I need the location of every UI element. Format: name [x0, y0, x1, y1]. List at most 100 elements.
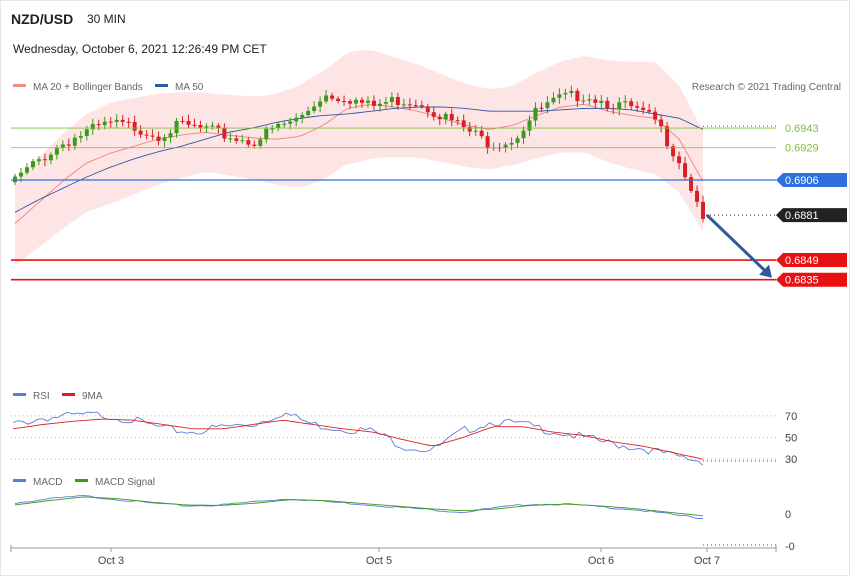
candle-body	[611, 108, 616, 110]
rsi-panel: 70 50 30	[11, 411, 797, 466]
legend-label-ma50: MA 50	[175, 82, 204, 93]
legend-swatch-macd-signal	[75, 479, 88, 482]
price-panel	[13, 50, 705, 266]
copyright-label: Research © 2021 Trading Central	[692, 82, 841, 93]
candle-body	[557, 94, 562, 98]
candle-body	[701, 201, 705, 219]
candle-body	[371, 100, 376, 106]
candle-body	[300, 115, 305, 118]
candle-body	[419, 105, 424, 107]
candle-body	[180, 120, 185, 122]
candle-body	[431, 112, 436, 117]
candle-body	[336, 98, 341, 102]
candle-body	[653, 111, 658, 120]
candle-body	[401, 104, 406, 106]
candle-body	[569, 90, 574, 94]
candle-body	[365, 100, 370, 103]
candle-body	[479, 130, 484, 137]
candle-body	[276, 123, 281, 129]
candle-body	[527, 120, 532, 131]
candle-body	[395, 97, 400, 105]
candle-body	[425, 106, 430, 113]
candle-body	[252, 144, 257, 146]
rsi-ma-line	[12, 418, 704, 460]
candle-body	[312, 106, 317, 111]
candle-body	[437, 116, 442, 120]
candle-body	[18, 172, 23, 177]
level-tag-pivot	[776, 173, 847, 188]
candle-body	[54, 147, 59, 155]
candle-body	[222, 127, 227, 139]
candle-body	[449, 113, 454, 121]
candle-body	[503, 144, 508, 148]
candle-body	[120, 119, 125, 122]
candle-body	[575, 90, 580, 102]
candle-body	[677, 156, 682, 164]
candle-body	[30, 161, 35, 168]
candle-body	[156, 136, 161, 141]
candle-body	[264, 128, 269, 140]
candle-body	[150, 135, 155, 137]
candle-body	[467, 127, 472, 132]
candle-body	[234, 138, 239, 141]
level-tag-last	[776, 208, 847, 223]
candle-body	[42, 159, 47, 161]
legend-label-rsi: RSI	[33, 391, 50, 402]
candle-body	[324, 95, 329, 102]
candle-body	[216, 125, 221, 128]
candle-body	[36, 159, 41, 162]
candle-body	[461, 120, 466, 128]
x-tick-label: Oct 5	[366, 555, 392, 567]
candle-body	[551, 97, 556, 103]
x-tick-label: Oct 3	[98, 555, 124, 567]
candle-body	[294, 117, 299, 122]
candle-body	[533, 107, 538, 121]
candle-body	[521, 130, 526, 139]
candle-body	[246, 140, 251, 145]
candle-body	[186, 120, 191, 125]
rsi-tick-label: 70	[785, 411, 797, 423]
candle-body	[617, 102, 622, 110]
level-label-last: 0.6881	[785, 210, 819, 222]
rsi-tick-label: 30	[785, 454, 797, 466]
candle-body	[138, 130, 143, 135]
candle-body	[641, 107, 646, 110]
candle-body	[78, 135, 83, 138]
candle-body	[168, 133, 173, 138]
candle-body	[515, 138, 520, 143]
legend-swatch-macd	[13, 479, 26, 482]
forecast-arrow-head	[759, 264, 772, 278]
candle-body	[593, 99, 598, 103]
candle-body	[306, 110, 311, 116]
rsi-tick-label: 50	[785, 433, 797, 445]
candle-body	[545, 102, 550, 108]
legend-label-rsi-ma: 9MA	[82, 391, 103, 402]
forecast-arrow-shaft	[705, 214, 768, 273]
candle-body	[342, 101, 347, 103]
level-tag-support	[776, 272, 847, 287]
candle-body	[162, 137, 167, 141]
legend-swatch-ma20	[13, 84, 26, 87]
ma50-line	[14, 106, 704, 213]
level-label-pivot: 0.6906	[785, 175, 819, 187]
candle-body	[72, 137, 77, 146]
candle-body	[659, 119, 664, 127]
candle-body	[683, 163, 688, 178]
candle-body	[623, 101, 628, 103]
candle-body	[348, 101, 353, 104]
legend-swatch-rsi-ma	[62, 393, 75, 396]
candle-body	[635, 106, 640, 108]
candle-body	[695, 190, 700, 202]
level-label-resistance: 0.6943	[785, 123, 819, 135]
candle-body	[665, 126, 670, 147]
level-label-support: 0.6835	[785, 275, 819, 287]
candle-body	[605, 100, 610, 109]
legend-label-ma20: MA 20 + Bollinger Bands	[33, 82, 143, 93]
candle-body	[354, 99, 359, 104]
candle-body	[318, 101, 323, 107]
macd-panel: 0 -0	[14, 495, 795, 553]
candle-body	[539, 107, 544, 109]
x-tick-label: Oct 6	[588, 555, 614, 567]
candle-body	[359, 99, 364, 103]
